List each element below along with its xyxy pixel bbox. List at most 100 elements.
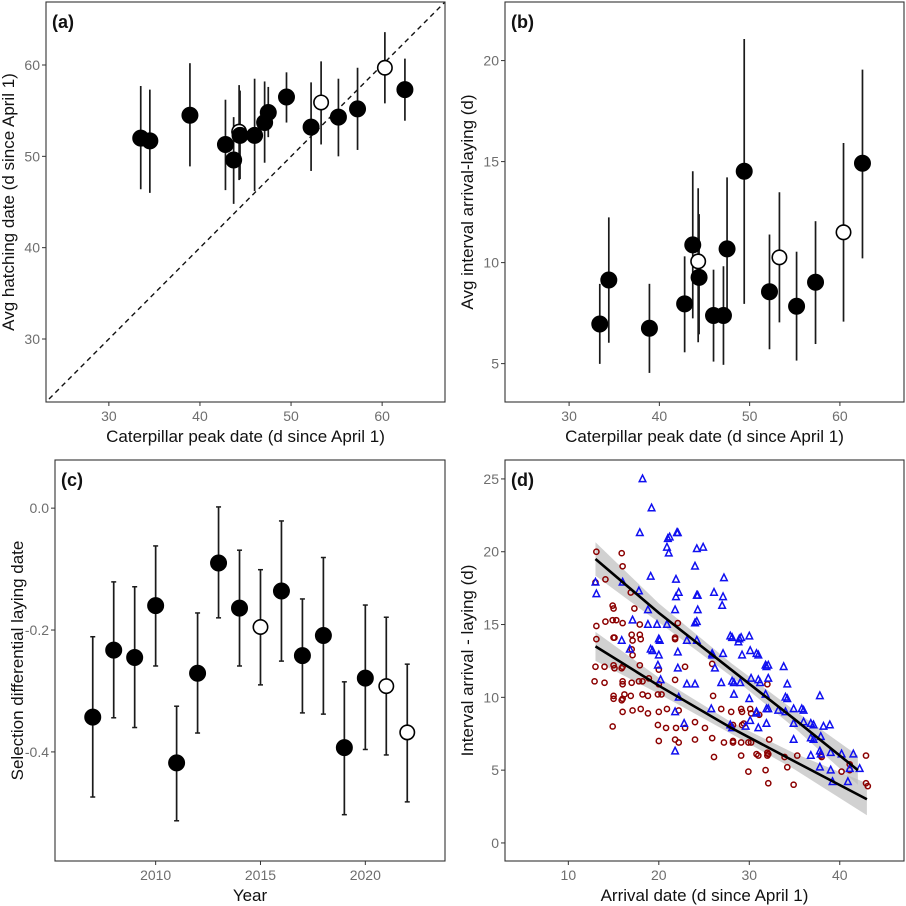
scatter-point-triangle [843, 776, 853, 786]
scatter-point-triangle [736, 632, 746, 642]
scatter-point-triangle [718, 591, 728, 601]
scatter-point-triangle [719, 572, 729, 582]
scatter-point-circle [636, 621, 644, 628]
scatter-point-circle [601, 663, 608, 671]
scatter-point-circle [611, 664, 618, 672]
scatter-point-triangle [647, 502, 657, 512]
panel-c-label: (c) [61, 470, 83, 490]
scatter-point-triangle [789, 717, 799, 727]
reference-line-1to1 [48, 1, 446, 400]
x-tick-label: 60 [832, 408, 848, 424]
scatter-point-triangle [809, 719, 819, 729]
scatter-point-triangle [855, 763, 865, 773]
scatter-point-triangle [718, 648, 728, 658]
data-point [329, 108, 347, 126]
confidence-band-triangles [595, 542, 858, 785]
scatter-point-circle [708, 734, 716, 742]
scatter-point-circle [639, 677, 646, 685]
scatter-point-triangle [638, 473, 648, 483]
scatter-point-triangle [826, 764, 836, 774]
data-point [676, 295, 694, 313]
panel-c-frame [54, 459, 446, 862]
x-tick-label: 40 [832, 867, 848, 883]
scatter-point-circle [862, 752, 870, 759]
scatter-point-circle [672, 724, 680, 732]
y-tick-label: 10 [483, 255, 499, 271]
x-tick-label: 40 [192, 408, 208, 424]
panel-a-frame [45, 1, 446, 403]
scatter-point-triangle [634, 585, 644, 595]
data-point [216, 135, 234, 153]
scatter-point-triangle [761, 661, 771, 671]
data-point-open [690, 253, 707, 270]
scatter-point-triangle [709, 586, 719, 596]
panel-d-y-axis-title: Interval arrival - laying (d) [458, 565, 477, 757]
data-point [591, 315, 609, 333]
x-tick-label: 50 [283, 408, 299, 424]
panel-d-label: (d) [511, 470, 534, 490]
data-point [684, 236, 702, 254]
scatter-point-triangle [682, 678, 692, 688]
scatter-point-triangle [744, 693, 754, 703]
scatter-point-triangle [761, 717, 771, 727]
scatter-point-triangle [643, 618, 653, 628]
scatter-point-triangle [755, 677, 765, 687]
x-tick-label: 20 [651, 867, 667, 883]
data-point-open [378, 678, 395, 695]
scatter-point-triangle [690, 678, 700, 688]
scatter-point-triangle [652, 618, 662, 628]
data-point [302, 118, 320, 136]
data-point [84, 708, 102, 726]
regression-line-circles [594, 645, 868, 801]
y-tick-label: 15 [483, 617, 499, 633]
scatter-point-triangle [809, 733, 819, 744]
scatter-point-triangle [815, 761, 825, 771]
scatter-point-circle [658, 691, 665, 698]
scatter-point-circle [764, 779, 772, 787]
y-tick-label: 50 [24, 148, 40, 164]
scatter-point-triangle [741, 720, 751, 730]
scatter-point-triangle [647, 645, 657, 655]
scatter-point-circle [745, 768, 752, 775]
scatter-point-triangle [845, 763, 855, 773]
scatter-point-circle [738, 708, 746, 716]
scatter-point-circle [610, 692, 617, 700]
data-point [147, 597, 165, 615]
y-tick-label: -0.2 [25, 622, 49, 638]
scatter-point-circle [602, 618, 609, 625]
scatter-point-triangle [779, 661, 789, 671]
scatter-point-circle [754, 752, 762, 759]
scatter-point-circle [601, 679, 608, 687]
y-tick-label: 60 [24, 57, 40, 73]
data-point [640, 319, 658, 337]
scatter-point-circle [783, 763, 791, 771]
scatter-point-circle [639, 691, 646, 698]
scatter-point-triangle [745, 715, 755, 725]
data-point [760, 283, 778, 301]
scatter-point-triangle [744, 630, 754, 640]
scatter-point-triangle [717, 600, 727, 610]
y-tick-label: -0.4 [25, 744, 49, 760]
scatter-point-circle [675, 739, 683, 746]
scatter-point-triangle [734, 633, 744, 643]
scatter-point-triangle [674, 586, 684, 596]
scatter-point-circle [674, 619, 682, 627]
scatter-point-circle [593, 548, 600, 556]
scatter-point-circle [681, 724, 689, 732]
scatter-point-circle [737, 752, 745, 759]
scatter-point-triangle [753, 649, 763, 659]
scatter-point-circle [636, 661, 644, 669]
regression-line-triangles [594, 558, 859, 772]
data-point-open [376, 59, 393, 76]
scatter-point-circle [655, 737, 663, 745]
scatter-point-circle [762, 766, 769, 774]
scatter-point-triangle [735, 677, 745, 687]
scatter-point-triangle [655, 634, 665, 645]
scatter-point-circle [610, 605, 617, 612]
scatter-point-circle [619, 680, 626, 688]
data-point [714, 307, 732, 325]
scatter-point-triangle [698, 541, 708, 551]
scatter-point-triangle [646, 570, 656, 580]
scatter-point-circle [644, 692, 652, 700]
scatter-point-triangle [806, 750, 816, 760]
